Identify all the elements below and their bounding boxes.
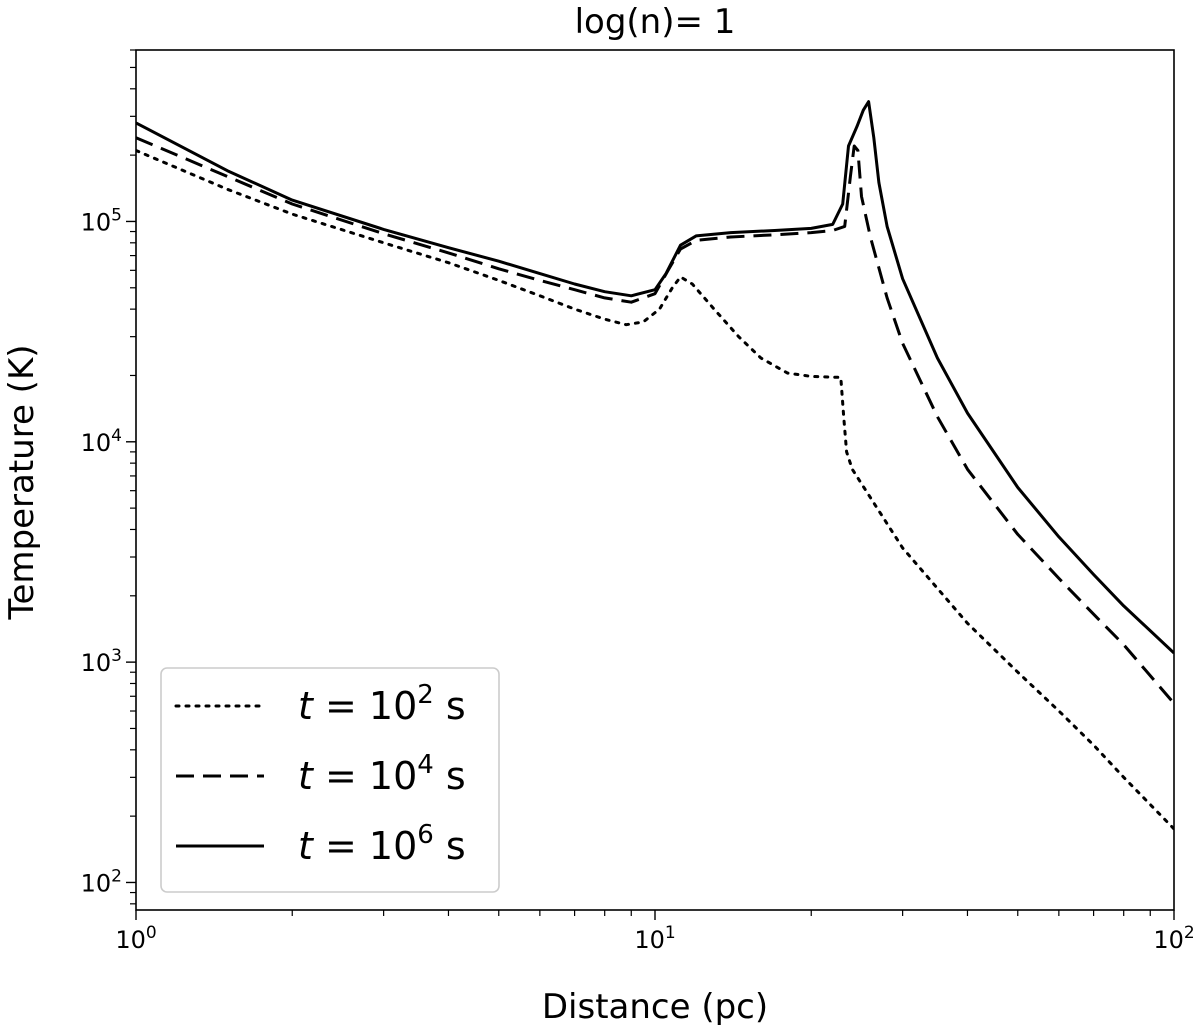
- series-group: [136, 100, 1174, 831]
- y-tick-label: 104: [81, 426, 122, 457]
- series-line-1: [136, 149, 1174, 831]
- legend: t = 102 s t = 104 s t = 106 s: [160, 667, 500, 893]
- legend-label-3: t = 106 s: [298, 820, 466, 868]
- x-tick-label: 100: [115, 923, 156, 954]
- series-line-3: [136, 100, 1174, 655]
- legend-label-2: t = 104 s: [298, 750, 466, 798]
- x-tick-label: 102: [1153, 923, 1194, 954]
- y-tick-label: 103: [81, 646, 122, 677]
- x-axis-label: Distance (pc): [542, 987, 768, 1027]
- y-tick-label: 102: [81, 866, 122, 897]
- legend-box: [160, 667, 500, 893]
- y-tick-label: 105: [81, 205, 122, 236]
- y-axis-label: Temperature (K): [2, 344, 42, 620]
- x-tick-label: 101: [634, 923, 675, 954]
- legend-label-1: t = 102 s: [298, 680, 466, 728]
- chart-title: log(n)= 1: [575, 2, 736, 42]
- series-line-2: [136, 136, 1174, 705]
